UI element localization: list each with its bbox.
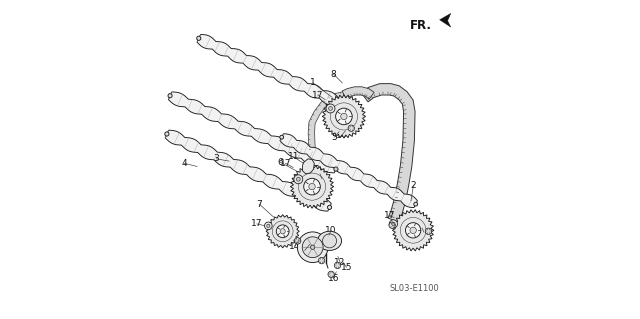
Circle shape <box>328 107 332 110</box>
Circle shape <box>410 227 417 234</box>
Polygon shape <box>342 87 374 99</box>
Text: 3: 3 <box>214 154 219 163</box>
Circle shape <box>328 271 334 278</box>
Circle shape <box>296 177 300 181</box>
Circle shape <box>340 113 347 120</box>
Text: 17: 17 <box>384 211 396 220</box>
Ellipse shape <box>350 106 354 110</box>
Ellipse shape <box>168 94 172 98</box>
Circle shape <box>294 238 301 244</box>
Circle shape <box>276 225 289 238</box>
Polygon shape <box>322 95 365 138</box>
Ellipse shape <box>334 167 338 171</box>
Text: 6: 6 <box>277 158 283 167</box>
Polygon shape <box>440 13 451 27</box>
Text: FR.: FR. <box>410 19 431 32</box>
Circle shape <box>389 222 396 228</box>
Circle shape <box>348 125 355 131</box>
Circle shape <box>267 224 270 227</box>
Circle shape <box>304 178 320 195</box>
Circle shape <box>310 245 315 249</box>
Ellipse shape <box>328 205 332 210</box>
Text: 17: 17 <box>312 91 324 100</box>
Ellipse shape <box>196 36 201 41</box>
Text: 16: 16 <box>328 274 339 283</box>
Text: 14: 14 <box>289 242 300 251</box>
Text: 7: 7 <box>257 200 262 209</box>
Circle shape <box>425 228 431 234</box>
Polygon shape <box>361 84 415 222</box>
Ellipse shape <box>317 231 342 250</box>
Circle shape <box>334 262 340 269</box>
Ellipse shape <box>280 135 284 139</box>
Polygon shape <box>291 165 333 208</box>
Circle shape <box>326 104 335 113</box>
Ellipse shape <box>165 132 169 136</box>
Circle shape <box>264 222 272 230</box>
Polygon shape <box>168 92 338 173</box>
Circle shape <box>406 223 421 238</box>
Polygon shape <box>392 210 434 251</box>
Text: 2: 2 <box>411 181 416 189</box>
Polygon shape <box>308 92 344 152</box>
Text: 9: 9 <box>302 246 308 255</box>
Polygon shape <box>197 34 354 112</box>
Polygon shape <box>165 130 332 211</box>
Text: SL03-E1100: SL03-E1100 <box>389 284 439 293</box>
Text: 12: 12 <box>335 258 346 267</box>
Circle shape <box>298 232 328 263</box>
Circle shape <box>335 108 352 125</box>
Text: 8: 8 <box>330 70 336 78</box>
Polygon shape <box>303 159 314 174</box>
Circle shape <box>294 175 303 184</box>
Circle shape <box>319 257 324 264</box>
Circle shape <box>389 220 397 228</box>
Polygon shape <box>280 134 417 208</box>
Polygon shape <box>266 215 300 248</box>
Text: 10: 10 <box>325 226 337 235</box>
Ellipse shape <box>414 202 418 206</box>
Text: 13: 13 <box>316 174 328 183</box>
Text: 14: 14 <box>336 131 347 140</box>
Circle shape <box>309 183 316 190</box>
Text: 4: 4 <box>182 159 188 168</box>
Text: 11: 11 <box>288 152 300 161</box>
Text: 14: 14 <box>419 228 429 237</box>
Text: 17: 17 <box>280 159 291 168</box>
Circle shape <box>280 229 285 234</box>
Circle shape <box>392 222 395 226</box>
Circle shape <box>323 234 337 248</box>
Text: 5: 5 <box>332 133 337 142</box>
Circle shape <box>302 237 323 258</box>
Text: 15: 15 <box>340 263 352 272</box>
Text: 17: 17 <box>251 219 262 228</box>
Text: 1: 1 <box>310 78 316 87</box>
